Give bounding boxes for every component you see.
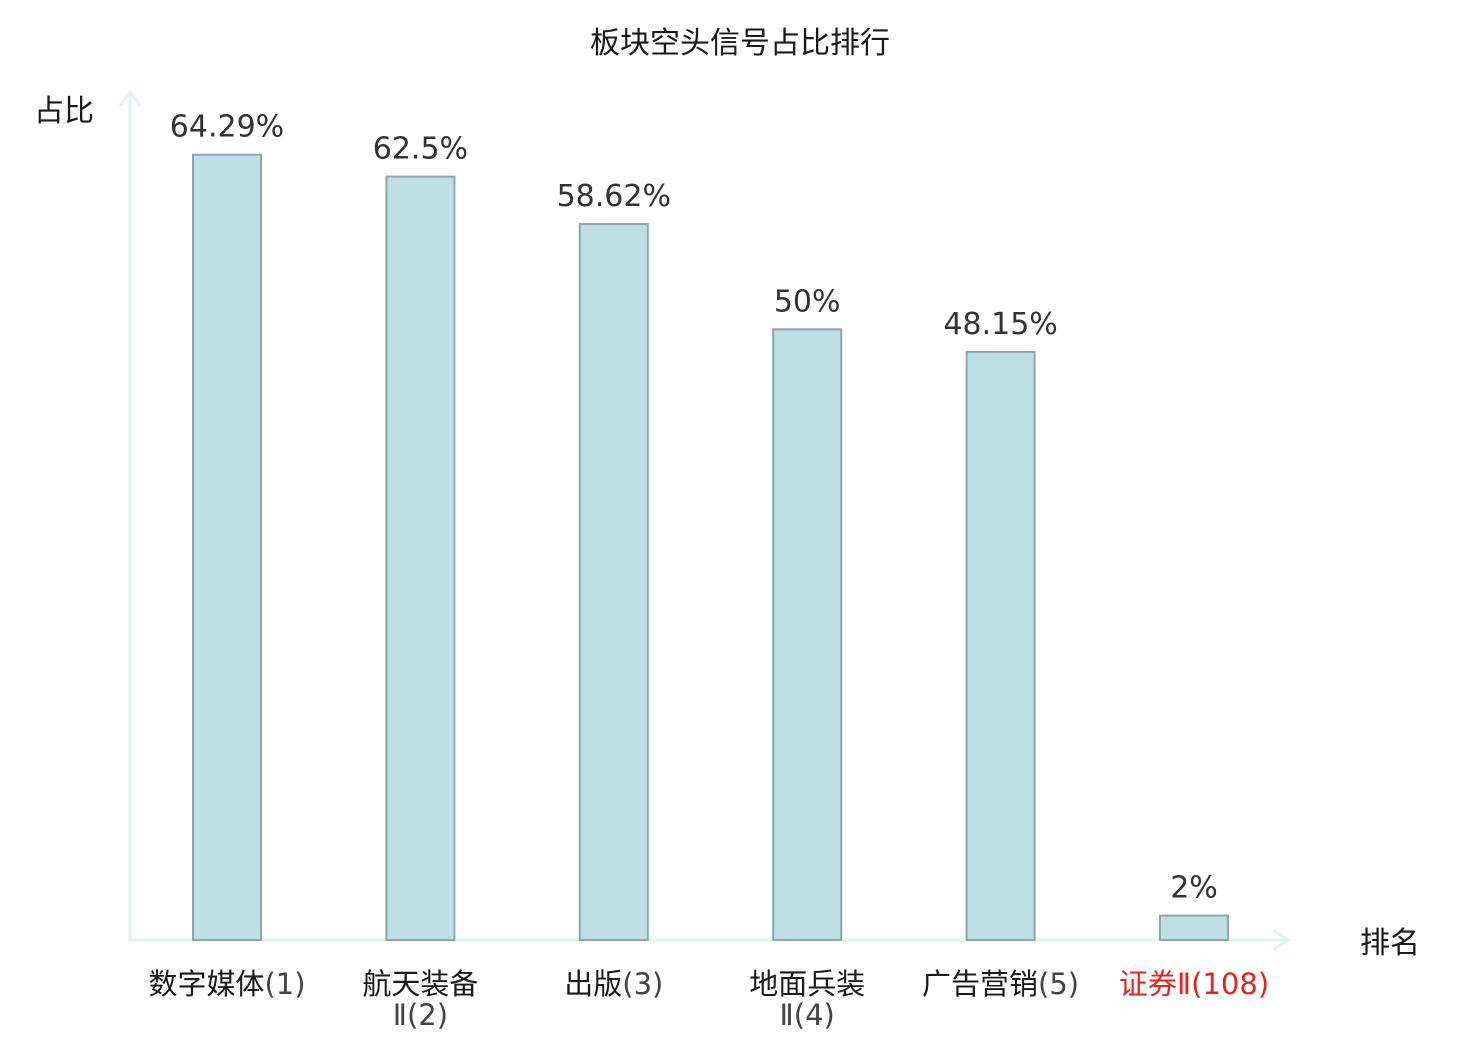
y-axis: 占比 [34, 89, 142, 940]
y-axis-label: 占比 [34, 94, 94, 129]
chart-title: 板块空头信号占比排行 [590, 26, 890, 61]
category-name: 数字媒体 [148, 967, 264, 1001]
category-name: 航天装备 [362, 967, 478, 1001]
bar [578, 222, 649, 941]
value-label: 2% [1170, 871, 1218, 906]
category-label: 证券Ⅱ(108) [1119, 967, 1269, 1001]
category-label: 出版(3) [564, 967, 663, 1001]
bar [772, 328, 843, 941]
x-axis-label: 排名 [1360, 926, 1420, 961]
category-rank: (5) [1038, 967, 1079, 1001]
category-name: 出版 [564, 967, 622, 1001]
category-name: 证券 [1119, 967, 1177, 1001]
category-rank: (1) [264, 967, 305, 1001]
category-name: 地面兵装 [749, 967, 865, 1001]
value-label: 50% [774, 284, 841, 319]
category-label: 航天装备 [362, 967, 478, 1001]
value-label: 64.29% [170, 110, 284, 145]
category-name: 广告营销 [922, 967, 1038, 1001]
y-axis-arrow [118, 89, 142, 107]
value-labels: 64.29% 62.5% 58.62% 50% 48.15% 2% [170, 110, 1218, 906]
bar [965, 350, 1036, 941]
value-label: 62.5% [373, 132, 468, 167]
category-label: 数字媒体(1) [148, 967, 305, 1001]
category-label: 地面兵装 [749, 967, 865, 1001]
x-axis: 排名 [128, 926, 1420, 961]
category-rank: (3) [622, 967, 663, 1001]
bar-series [192, 153, 1229, 942]
x-axis-arrow [1272, 928, 1291, 952]
category-rank: Ⅱ(108) [1177, 967, 1269, 1001]
category-rank: Ⅱ(4) [780, 998, 835, 1032]
category-rank: Ⅱ(2) [393, 998, 448, 1032]
bar [192, 153, 262, 941]
value-label: 48.15% [943, 307, 1057, 342]
bar [385, 175, 456, 942]
value-label: 58.62% [557, 179, 671, 214]
bar [1159, 914, 1229, 941]
category-label: 广告营销(5) [922, 967, 1079, 1001]
